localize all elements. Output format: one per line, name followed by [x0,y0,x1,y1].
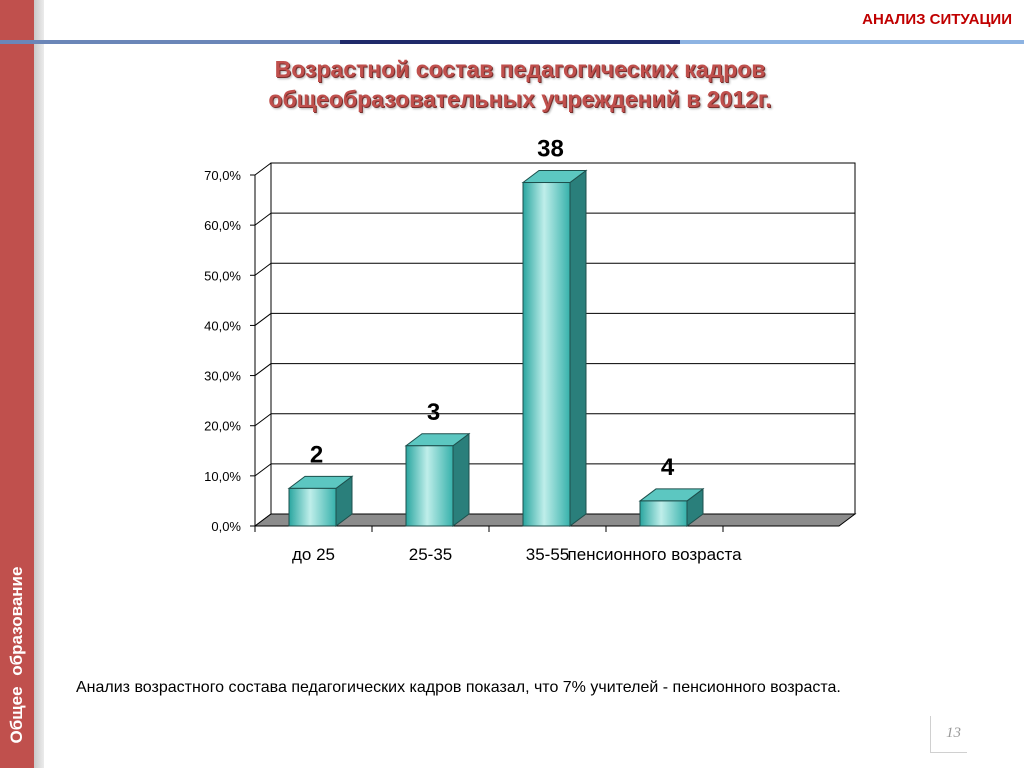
data-label-1: 3 [427,399,440,426]
page-corner-bracket [930,716,967,753]
y-tick-label-3: 30,0% [204,369,241,384]
category-label-1: 25-35 [409,545,452,564]
data-label-3: 4 [661,454,675,481]
section-label: АНАЛИЗ СИТУАЦИИ [862,11,1012,28]
bar-1 [405,445,454,527]
gridline-side-2 [254,413,272,427]
bar-0 [288,487,337,527]
slide-title-line-1: Возрастной состав педагогических кадров [274,56,766,82]
sidebar-shadow [34,0,44,768]
y-tick-label-6: 60,0% [204,218,241,233]
bar-side-1 [452,432,470,527]
y-tick-label-0: 0,0% [211,519,241,534]
y-tick-label-7: 70,0% [204,168,241,183]
gridline-side-6 [254,212,272,226]
bar-side-2 [569,169,587,527]
y-tick-label-4: 40,0% [204,318,241,333]
gridline-side-7 [254,162,272,176]
data-label-2: 38 [537,136,564,163]
gridline-side-3 [254,363,272,376]
page-number: 13 [946,725,961,741]
gridline-side-1 [254,463,272,477]
data-label-0: 2 [310,441,323,468]
category-label-0: до 25 [292,545,335,564]
y-tick-label-1: 10,0% [204,469,241,484]
category-label-3: пенсионного возраста [568,545,743,564]
bar-2 [522,182,571,527]
gridline-side-5 [254,262,272,276]
category-label-2: 35-55 [526,545,569,564]
sidebar-strip: Общее образование [0,0,34,768]
summary-text: Анализ возрастного состава педагогически… [76,679,841,696]
y-tick-label-2: 20,0% [204,419,241,434]
bar-3 [639,500,688,527]
slide-title: Возрастной состав педагогических кадров … [180,54,860,114]
gridline-side-4 [254,313,272,326]
header-divider [0,40,1024,44]
slide-title-line-2: общеобразовательных учреждений в 2012г. [268,86,772,112]
y-tick-label-5: 50,0% [204,268,241,283]
